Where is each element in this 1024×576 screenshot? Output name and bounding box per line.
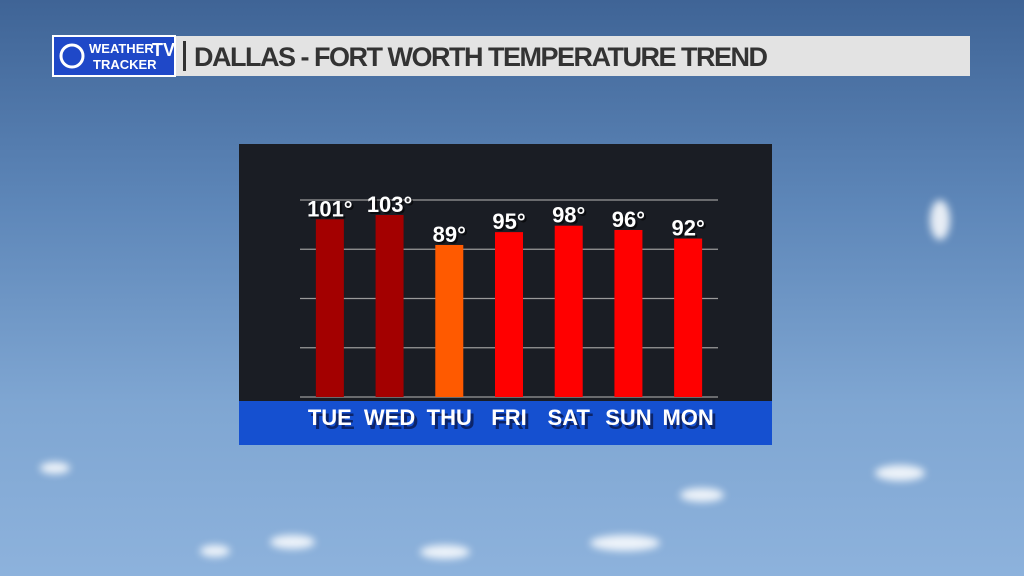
value-label-shadow: 101° xyxy=(309,198,355,223)
bar xyxy=(435,244,464,397)
value-label: 92° xyxy=(672,216,705,241)
cloud xyxy=(680,488,724,502)
x-tick-label-shadow: TUE xyxy=(311,409,355,434)
value-label: 103° xyxy=(367,192,413,217)
bar xyxy=(614,229,643,397)
cloud xyxy=(270,535,315,549)
chart-title: DALLAS - FORT WORTH TEMPERATURE TREND xyxy=(194,42,767,72)
x-tick-label-shadow: THU xyxy=(430,409,475,434)
x-tick-label: TUE xyxy=(308,405,352,430)
cloud xyxy=(590,535,660,551)
divider xyxy=(183,41,186,71)
x-tick-label-shadow: SAT xyxy=(551,409,594,434)
bar xyxy=(375,214,404,397)
x-tick-label: FRI xyxy=(491,405,526,430)
value-label-shadow: 103° xyxy=(369,194,415,219)
bar xyxy=(495,232,523,397)
logo-text: TRACKER xyxy=(93,57,157,72)
x-tick-label-shadow: WED xyxy=(367,409,418,434)
x-tick-label: SAT xyxy=(548,405,591,430)
bar xyxy=(554,225,583,397)
value-label-shadow: 89° xyxy=(435,224,468,249)
value-label-shadow: 98° xyxy=(554,205,587,230)
x-tick-label: SUN xyxy=(605,405,651,430)
title-bar xyxy=(53,36,970,76)
cloud xyxy=(200,545,230,557)
bar xyxy=(315,219,344,397)
value-label-shadow: 96° xyxy=(614,209,647,234)
value-label: 95° xyxy=(492,209,525,234)
logo-box xyxy=(52,35,176,77)
value-label: 89° xyxy=(433,222,466,247)
cloud xyxy=(930,200,950,240)
x-tick-label: WED xyxy=(364,405,415,430)
x-tick-label: THU xyxy=(427,405,472,430)
x-tick-label-shadow: FRI xyxy=(494,409,529,434)
value-label: 96° xyxy=(612,207,645,232)
value-label-shadow: 95° xyxy=(494,211,527,236)
value-label: 101° xyxy=(307,196,353,221)
x-tick-label-shadow: SUN xyxy=(608,409,654,434)
bar xyxy=(674,238,703,397)
cloud xyxy=(420,545,470,559)
cloud xyxy=(875,465,925,481)
value-label-shadow: 92° xyxy=(674,218,707,243)
x-tick-label-shadow: MON xyxy=(665,409,716,434)
logo-text: WEATHER xyxy=(89,41,154,56)
x-tick-label: MON xyxy=(662,405,713,430)
cloud xyxy=(40,462,70,474)
category-band xyxy=(239,401,772,445)
logo-tv: TV xyxy=(152,40,175,60)
logo-icon xyxy=(59,43,85,69)
value-label: 98° xyxy=(552,203,585,228)
